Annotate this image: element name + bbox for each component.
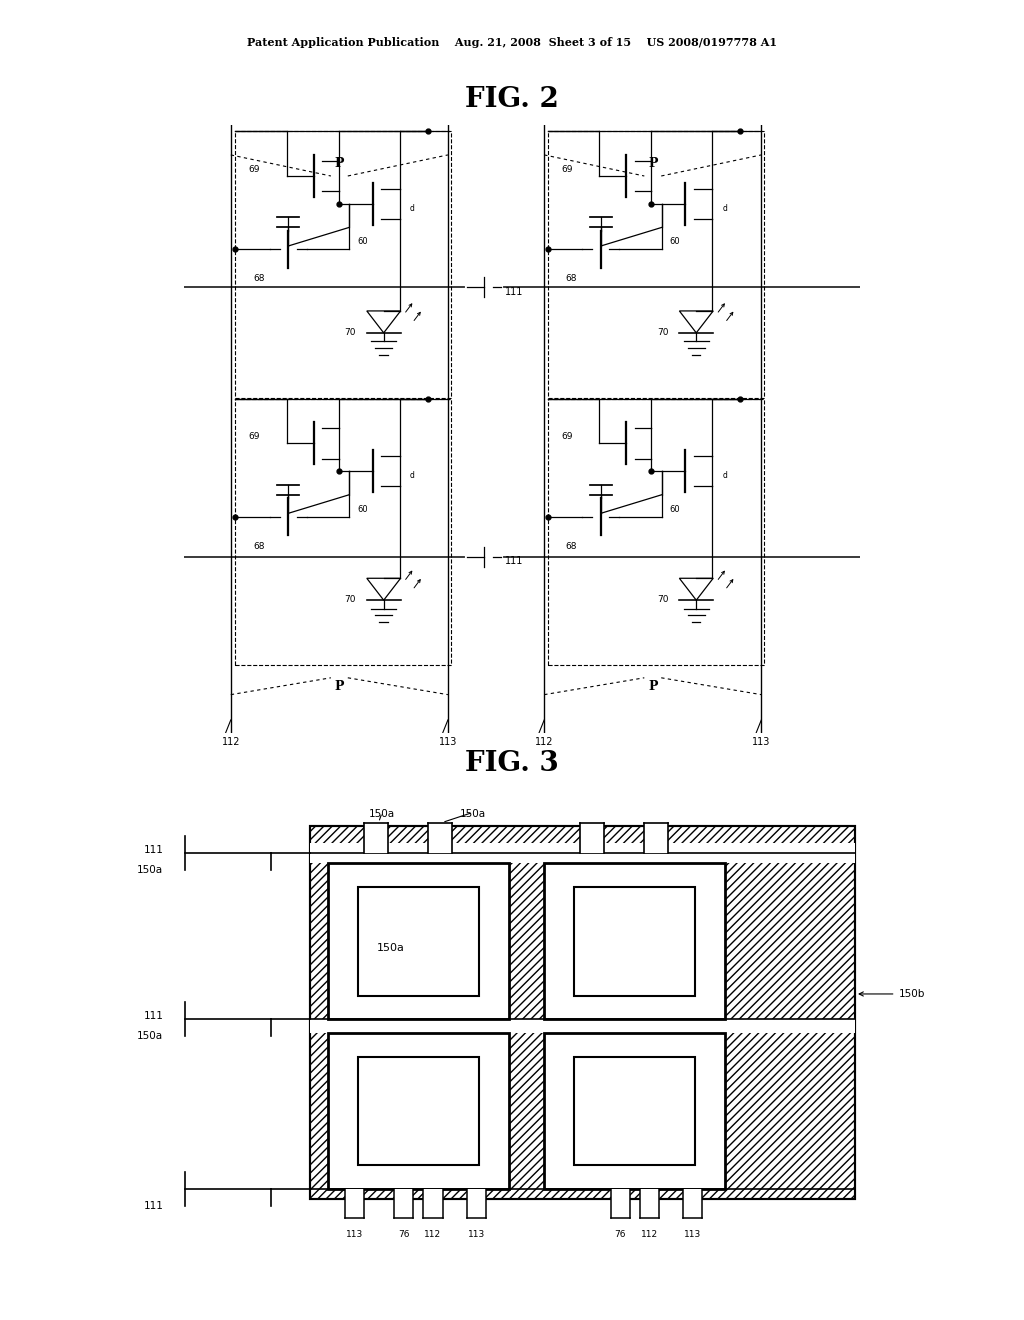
Bar: [236, 399, 452, 665]
Text: 111: 111: [143, 1201, 164, 1212]
Text: 150b: 150b: [859, 989, 925, 999]
Text: 111: 111: [506, 557, 523, 566]
Text: P: P: [648, 680, 657, 693]
Bar: [544, 863, 725, 1019]
Text: 69: 69: [249, 432, 260, 441]
Bar: [358, 1057, 479, 1166]
Text: 113: 113: [468, 1230, 485, 1239]
Text: d: d: [410, 471, 415, 480]
Text: 70: 70: [656, 327, 669, 337]
Bar: [236, 131, 452, 397]
Text: 112: 112: [535, 737, 553, 747]
Text: 112: 112: [641, 1230, 657, 1239]
Text: 113: 113: [346, 1230, 364, 1239]
Text: 113: 113: [684, 1230, 701, 1239]
Text: 76: 76: [614, 1230, 626, 1239]
Text: P: P: [335, 157, 344, 170]
Bar: [328, 1034, 509, 1189]
Text: FIG. 3: FIG. 3: [465, 750, 559, 776]
Text: 112: 112: [424, 1230, 441, 1239]
Bar: [548, 131, 764, 397]
Text: 150a: 150a: [137, 1031, 164, 1041]
Bar: [424, 1189, 442, 1217]
Text: 69: 69: [561, 432, 572, 441]
Bar: [428, 822, 452, 853]
Bar: [394, 1189, 414, 1217]
Text: 68: 68: [565, 275, 577, 284]
Text: 111: 111: [143, 1011, 164, 1022]
Text: 111: 111: [143, 845, 164, 855]
Bar: [328, 863, 509, 1019]
Text: 111: 111: [506, 286, 523, 297]
Text: P: P: [648, 157, 657, 170]
Bar: [345, 1189, 365, 1217]
Text: 69: 69: [561, 165, 572, 174]
Text: 113: 113: [753, 737, 770, 747]
Text: 60: 60: [357, 238, 368, 247]
Text: 70: 70: [656, 595, 669, 603]
Text: 150a: 150a: [460, 809, 486, 818]
Text: 150a: 150a: [369, 809, 395, 818]
Text: 68: 68: [253, 275, 264, 284]
Bar: [574, 887, 695, 995]
Text: P: P: [335, 680, 344, 693]
Text: d: d: [410, 203, 415, 213]
Text: 69: 69: [249, 165, 260, 174]
Bar: [544, 1034, 725, 1189]
Text: 70: 70: [344, 327, 355, 337]
Bar: [467, 1189, 486, 1217]
Bar: [644, 822, 668, 853]
Text: 112: 112: [221, 737, 240, 747]
Bar: [364, 822, 388, 853]
Bar: [310, 826, 855, 1200]
Bar: [310, 1019, 855, 1034]
Text: 113: 113: [438, 737, 457, 747]
Text: 60: 60: [357, 504, 368, 513]
Bar: [640, 1189, 658, 1217]
Text: d: d: [723, 471, 727, 480]
Text: 68: 68: [253, 541, 264, 550]
Text: 60: 60: [670, 238, 681, 247]
Text: d: d: [723, 203, 727, 213]
Text: 60: 60: [670, 504, 681, 513]
Text: FIG. 2: FIG. 2: [465, 86, 559, 112]
Bar: [574, 1057, 695, 1166]
Bar: [610, 1189, 630, 1217]
Text: Patent Application Publication    Aug. 21, 2008  Sheet 3 of 15    US 2008/019777: Patent Application Publication Aug. 21, …: [247, 37, 777, 48]
Text: 76: 76: [398, 1230, 410, 1239]
Bar: [310, 843, 855, 863]
Text: 70: 70: [344, 595, 355, 603]
Bar: [581, 822, 604, 853]
Bar: [683, 1189, 702, 1217]
Bar: [310, 826, 855, 1200]
Bar: [358, 887, 479, 995]
Text: 150a: 150a: [137, 865, 164, 875]
Text: 150a: 150a: [377, 942, 406, 953]
Bar: [548, 399, 764, 665]
Text: 68: 68: [565, 541, 577, 550]
